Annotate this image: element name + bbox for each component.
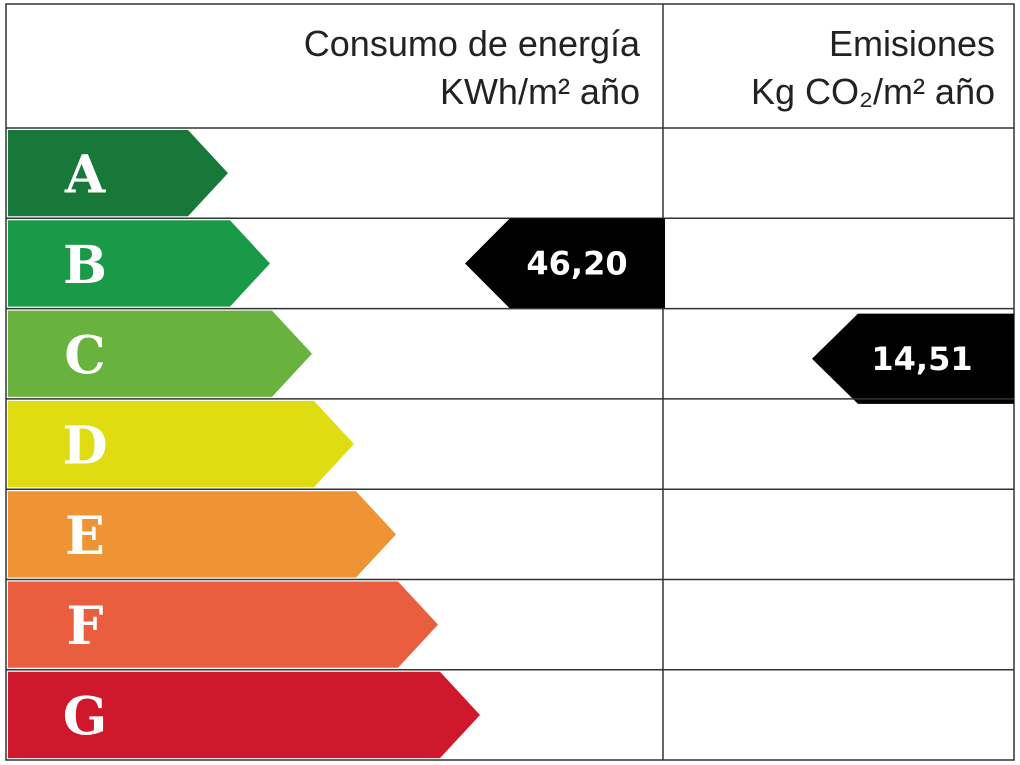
rating-arrow (8, 220, 270, 307)
rating-letter: G (63, 686, 107, 747)
rating-letter: F (67, 596, 104, 657)
rating-letter: E (65, 506, 105, 567)
energy-indicator (465, 218, 665, 309)
emissions-value: 14,51 (871, 340, 972, 378)
emissions-indicator (812, 313, 1014, 404)
rating-letter: B (63, 235, 107, 296)
rating-arrow (8, 130, 228, 217)
rating-letter: A (64, 145, 106, 206)
energy-unit: KWh/m² año (440, 71, 640, 112)
rating-letter: D (62, 416, 107, 477)
rating-arrow (8, 671, 480, 759)
rating-arrow (8, 400, 354, 488)
rating-arrow (8, 581, 438, 668)
emissions-unit: Kg CO₂/m² año (751, 71, 995, 112)
emissions-title: Emisiones (829, 23, 995, 64)
rating-arrow (8, 310, 312, 397)
rating-arrow (8, 491, 396, 578)
energy-value: 46,20 (526, 244, 627, 282)
energy-title: Consumo de energía (304, 23, 641, 64)
rating-letter: C (64, 325, 105, 386)
